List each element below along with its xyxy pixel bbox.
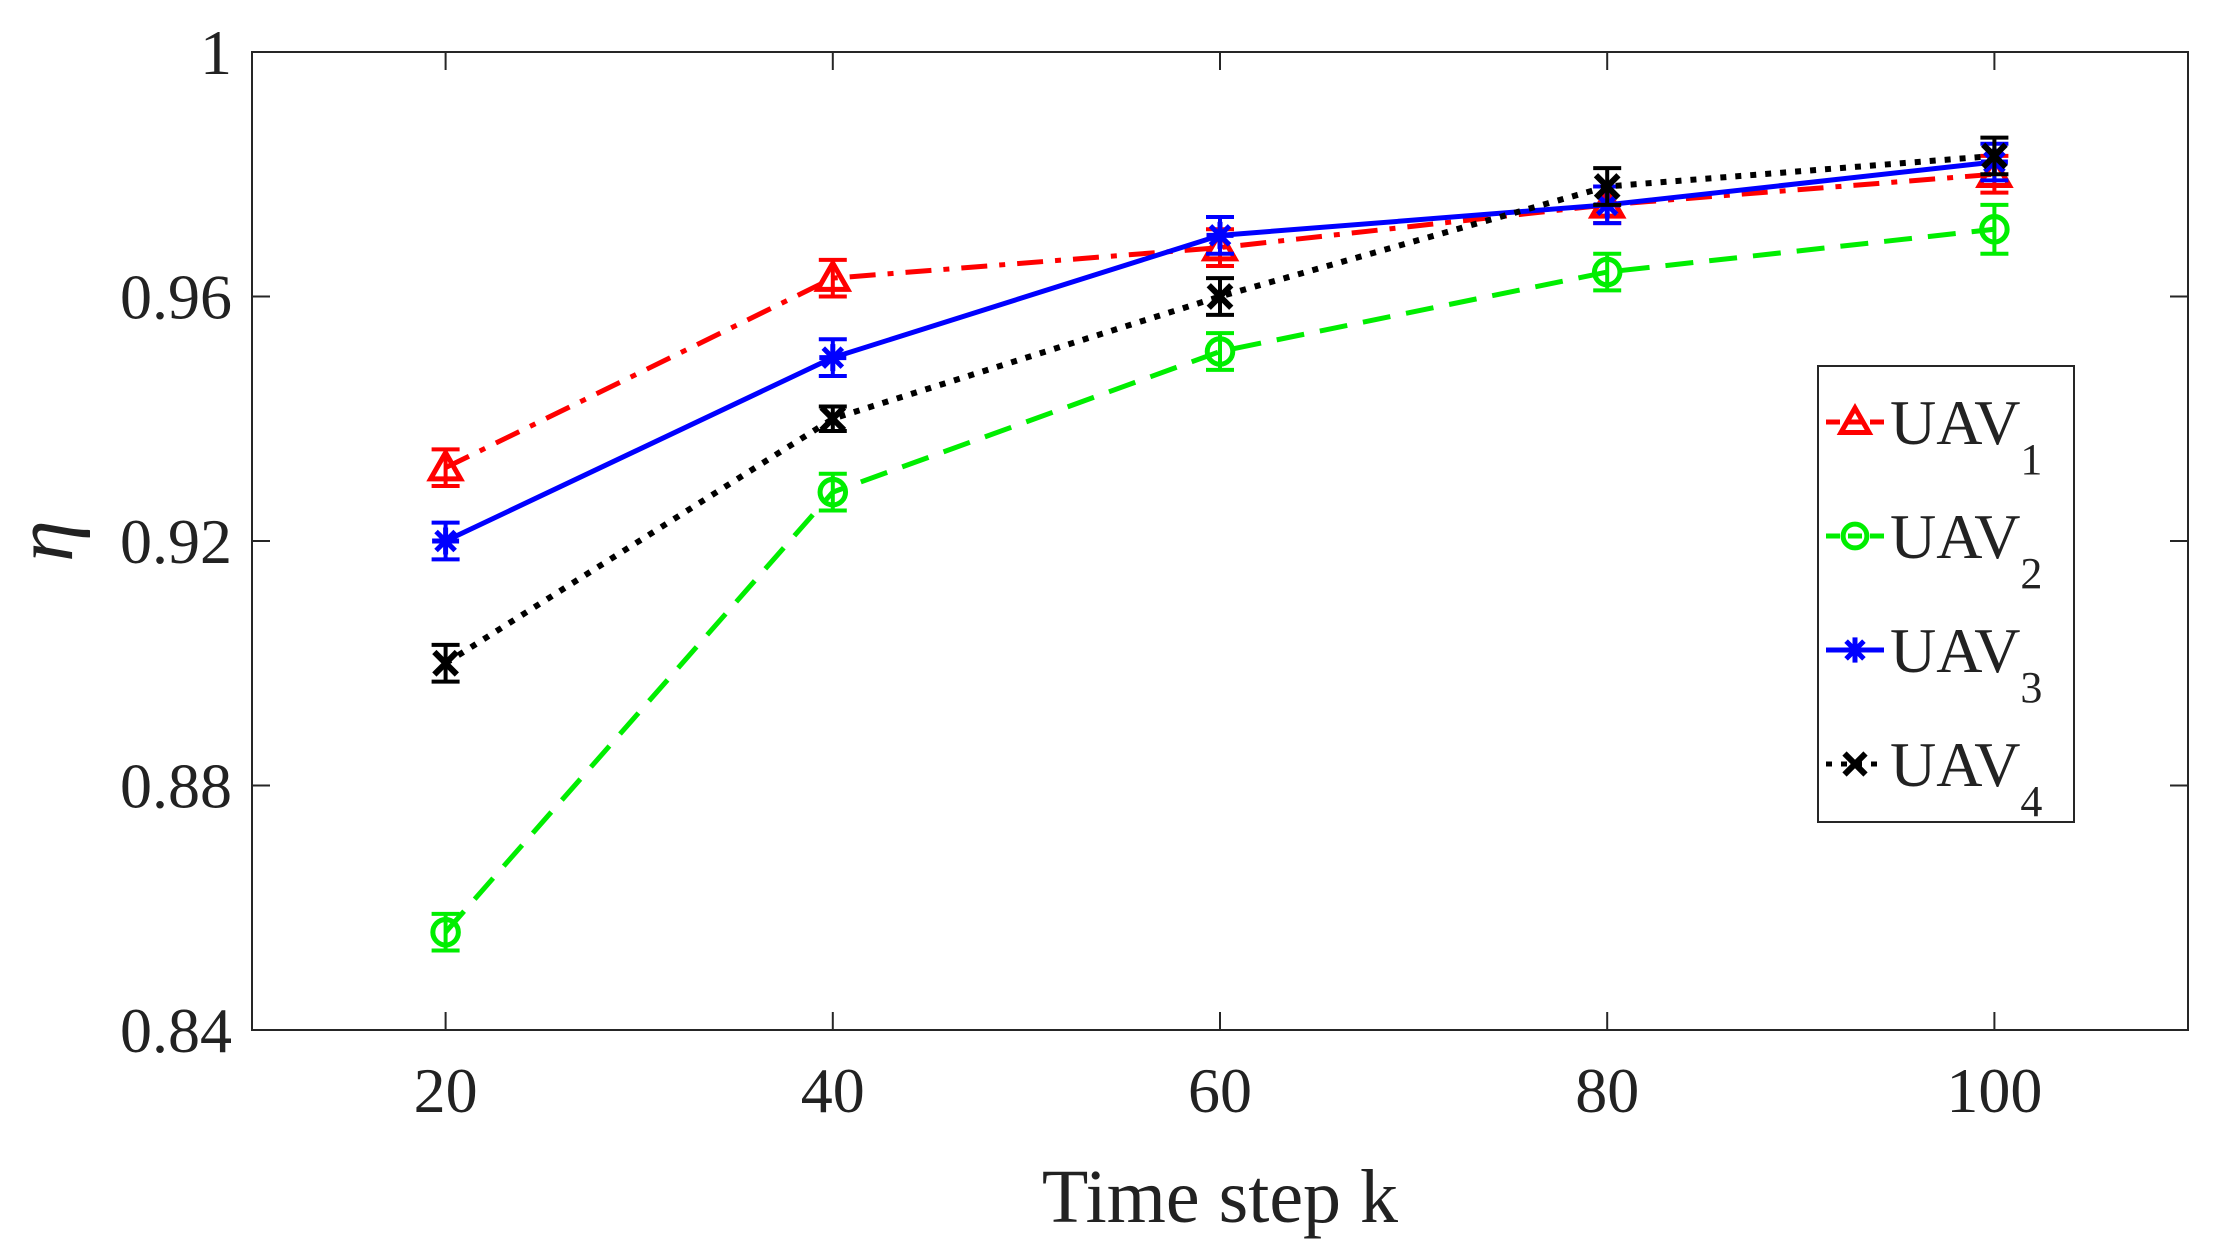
legend-entry-uav-1: UAV1 [1826, 387, 2042, 484]
y-tick-label: 0.92 [120, 506, 232, 577]
legend-label-main: UAV [1890, 387, 2020, 458]
data-point-uav-1 [426, 447, 465, 482]
data-point-uav-4 [432, 649, 459, 677]
data-point-uav-4 [819, 405, 847, 433]
legend-label-subscript: 2 [2020, 549, 2042, 598]
series-uav-2 [430, 202, 2010, 953]
x-tick-label: 100 [1946, 1055, 2042, 1126]
x-axis-title: Time step k [1042, 1155, 1398, 1239]
series-line-uav-4 [443, 152, 1995, 666]
data-point-uav-2 [430, 916, 461, 948]
data-point-uav-4-stroke [1593, 173, 1621, 200]
data-point-uav-1 [813, 258, 853, 292]
y-tick-label: 0.88 [120, 751, 232, 822]
legend-entry-uav-4: UAV4 [1826, 729, 2042, 826]
data-point-uav-1-shape [426, 447, 465, 482]
data-point-uav-4 [1593, 173, 1621, 200]
y-axis-title: η [0, 520, 91, 562]
series-uav-4 [431, 135, 2009, 684]
data-point-uav-2 [817, 476, 849, 508]
data-point-uav-3-stroke [434, 529, 457, 553]
data-point-uav-2 [1204, 336, 1236, 367]
data-point-uav-3 [1206, 221, 1234, 249]
legend-label-subscript: 3 [2020, 663, 2042, 712]
data-point-uav-3 [432, 527, 460, 555]
data-point-uav-2-shape [1591, 256, 1623, 288]
legend-label: UAV1 [1890, 387, 2042, 484]
y-tick-label: 0.96 [120, 262, 232, 333]
data-point-uav-2 [1979, 214, 2010, 245]
legend-marker [1840, 521, 1870, 551]
legend-label-subscript: 1 [2020, 435, 2042, 484]
x-tick-label: 60 [1188, 1055, 1252, 1126]
legend-marker-stroke [1842, 751, 1868, 777]
legend-entry-uav-3: UAV3 [1826, 615, 2042, 712]
ticks-group: 20 40 60 80 100 0.84 0.88 0.92 0.96 1 [120, 17, 2188, 1126]
legend-label: UAV4 [1890, 729, 2042, 826]
series-group [426, 135, 2014, 953]
data-point-uav-4-stroke [1206, 283, 1234, 310]
legend-label-main: UAV [1890, 729, 2020, 800]
data-point-uav-2-shape [430, 916, 461, 948]
data-point-uav-1-shape [813, 258, 853, 292]
x-tick-label: 40 [801, 1055, 865, 1126]
data-point-uav-4-stroke [819, 405, 847, 433]
data-point-uav-4 [1206, 283, 1234, 310]
legend-box [1817, 365, 2075, 823]
legend-label-main: UAV [1890, 501, 2020, 572]
legend-entry-uav-2: UAV2 [1826, 501, 2042, 598]
legend-marker [1842, 751, 1868, 777]
data-point-uav-2 [1591, 256, 1623, 288]
legend-marker [1836, 402, 1874, 435]
legend-label-main: UAV [1890, 615, 2020, 686]
x-tick-label: 80 [1575, 1055, 1639, 1126]
y-tick-label: 0.84 [120, 995, 232, 1066]
legend-label: UAV2 [1890, 501, 2042, 598]
data-point-uav-4-stroke [432, 649, 459, 677]
data-point-uav-3 [819, 344, 847, 372]
data-point-uav-2-shape [1204, 336, 1236, 367]
data-point-uav-4-stroke [1981, 142, 2008, 170]
data-point-uav-2-shape [1979, 214, 2010, 245]
legend-label-subscript: 4 [2020, 777, 2042, 826]
x-tick-label: 20 [414, 1055, 478, 1126]
legend-marker-shape [1836, 402, 1874, 435]
legend-marker [1842, 637, 1868, 663]
legend-marker-shape [1840, 521, 1870, 551]
legend-label: UAV3 [1890, 615, 2042, 712]
series-line-uav-1 [444, 171, 1995, 470]
y-tick-label: 1 [200, 17, 232, 88]
data-point-uav-3-stroke [1208, 224, 1232, 247]
data-point-uav-3-stroke [821, 346, 845, 369]
series-line-uav-2 [443, 226, 1995, 934]
data-point-uav-4 [1981, 142, 2008, 170]
data-point-uav-2-shape [817, 476, 849, 508]
legend-marker-stroke [1844, 639, 1866, 661]
